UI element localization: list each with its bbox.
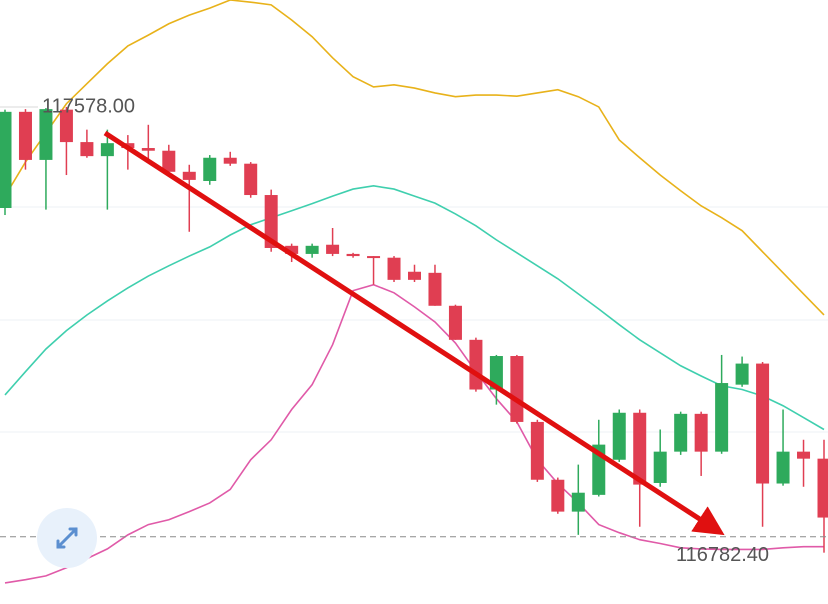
candle-body — [653, 451, 667, 483]
band-line — [4, 283, 824, 584]
candle-body — [100, 143, 114, 157]
candle-body — [633, 412, 647, 485]
candle-body — [141, 148, 155, 151]
candle-body — [735, 363, 749, 385]
candle-body — [756, 363, 770, 484]
candle-body — [715, 383, 729, 452]
candle-body — [346, 253, 360, 257]
candle-body — [674, 413, 688, 452]
annotations: 117578.00 116782.40 — [0, 95, 828, 566]
candle-body — [39, 109, 53, 160]
candle-body — [367, 256, 381, 259]
candle-body — [326, 244, 340, 254]
candle-body — [469, 339, 483, 390]
candle-body — [817, 458, 828, 518]
high-label: 117578.00 — [42, 95, 135, 117]
candle-body — [571, 492, 585, 512]
candle-body — [18, 111, 32, 160]
candles — [0, 106, 828, 553]
candle-body — [776, 451, 790, 484]
candle-body — [797, 451, 811, 459]
background-grid — [0, 206, 828, 433]
band-line — [4, 0, 825, 316]
candle-body — [162, 150, 176, 172]
expand-button[interactable] — [37, 508, 97, 568]
candle-body — [244, 163, 258, 196]
candle-body — [264, 195, 278, 248]
candle-body — [182, 171, 196, 180]
candle-body — [428, 272, 442, 306]
bands — [4, 0, 825, 584]
candle-body — [0, 111, 12, 208]
candle-body — [387, 257, 401, 280]
candle-body — [203, 157, 217, 181]
candle-body — [80, 142, 94, 157]
candle-body — [448, 305, 462, 340]
low-label: 116782.40 — [676, 544, 769, 566]
band-line — [4, 185, 825, 431]
candle-body — [510, 356, 524, 422]
candle-body — [305, 245, 319, 254]
candle-body — [530, 421, 544, 480]
candle-body — [694, 413, 708, 452]
candle-body — [612, 412, 626, 460]
trend-arrow — [103, 130, 725, 536]
candle-body — [489, 356, 503, 390]
candle-body — [408, 271, 421, 280]
candle-body — [551, 479, 565, 512]
candle-body — [59, 109, 73, 143]
candle-body — [285, 245, 299, 254]
expand-icon — [56, 527, 78, 549]
candle-body — [223, 157, 237, 164]
